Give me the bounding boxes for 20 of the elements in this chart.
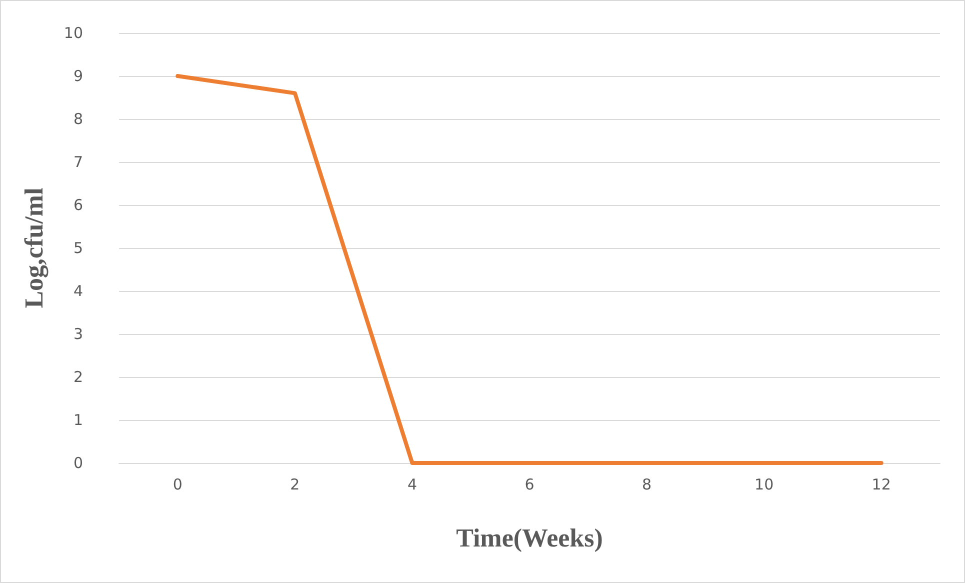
y-tick-label: 5	[73, 239, 83, 257]
y-tick-label: 8	[73, 110, 83, 128]
y-tick-label: 10	[64, 24, 83, 42]
y-tick-label: 3	[73, 325, 83, 343]
x-tick-label: 0	[172, 476, 182, 494]
x-tick-label: 8	[642, 476, 652, 494]
x-tick-label: 2	[290, 476, 300, 494]
x-tick-label: 10	[754, 476, 774, 494]
y-tick-label: 6	[73, 196, 83, 214]
x-axis-title: Time(Weeks)	[456, 524, 603, 552]
y-tick-label: 2	[73, 368, 83, 386]
x-tick-label: 4	[407, 476, 417, 494]
y-tick-label: 1	[73, 411, 83, 429]
y-tick-label: 7	[73, 153, 83, 171]
y-axis-title: Log,cfu/ml	[20, 188, 48, 308]
y-tick-label: 4	[73, 282, 83, 300]
x-tick-label: 6	[524, 476, 534, 494]
y-tick-label: 9	[73, 67, 83, 85]
x-tick-label: 12	[872, 476, 891, 494]
y-tick-label: 0	[73, 454, 83, 472]
